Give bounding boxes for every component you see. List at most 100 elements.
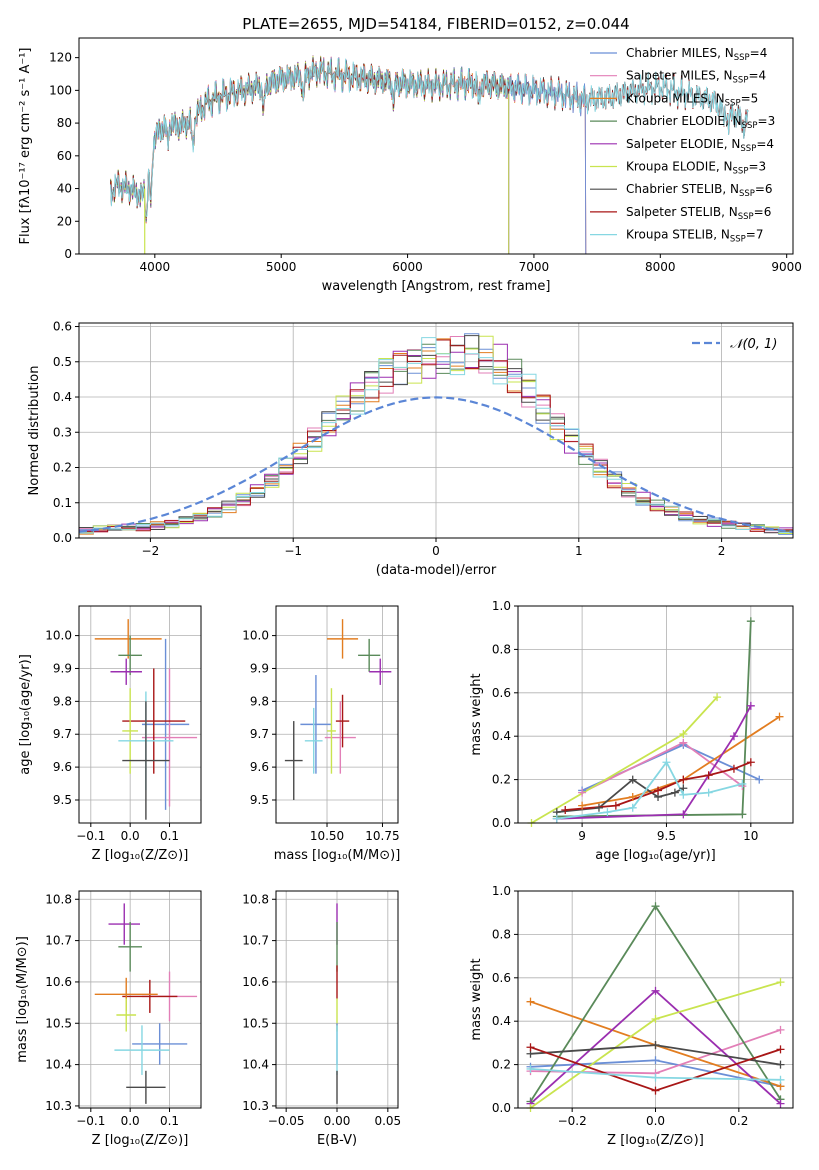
data-marker: [776, 1060, 785, 1069]
y-tick-label: 1.0: [492, 599, 511, 613]
y-axis-label: age [log₁₀(age/yr)]: [18, 654, 33, 775]
data-marker: [776, 1075, 785, 1084]
y-tick-label: 10.8: [242, 892, 269, 906]
data-marker: [552, 814, 561, 823]
data-marker: [729, 764, 738, 773]
y-tick-label: 10.4: [242, 1058, 269, 1072]
data-marker: [561, 805, 570, 814]
data-marker: [679, 810, 688, 819]
y-tick-label: 0.3: [53, 425, 72, 439]
y-tick-label: 0.0: [492, 816, 511, 830]
x-tick-label: 0.05: [374, 1114, 401, 1128]
y-tick-label: 0.1: [53, 496, 72, 510]
y-tick-label: 9.5: [250, 793, 269, 807]
x-tick-label: −0.2: [558, 1114, 587, 1128]
y-axis-label: Flux [fλ10⁻¹⁷ erg cm⁻² s⁻¹ A⁻¹]: [18, 48, 33, 245]
y-axis-label: mass weight: [469, 958, 484, 1040]
x-axis-label: wavelength [Angstrom, rest frame]: [322, 279, 551, 294]
y-tick-label: 10.8: [45, 892, 72, 906]
data-marker: [775, 712, 784, 721]
y-tick-label: 0.2: [492, 773, 511, 787]
legend-label: Salpeter STELIB, NSSP=6: [626, 205, 771, 222]
y-tick-label: 9.6: [250, 760, 269, 774]
y-axis-label: mass [log₁₀(M/M⊙)]: [15, 936, 30, 1063]
data-marker: [704, 788, 713, 797]
y-tick-label: 0.4: [492, 729, 511, 743]
legend-label: Chabrier STELIB, NSSP=6: [626, 182, 773, 199]
y-tick-label: 10.6: [242, 975, 269, 989]
mass-vs-metallicity-panel: −0.1 0.0 0.1 10.3 10.4 10.5 10.6 10.7 10.8 Z [log…: [15, 890, 202, 1148]
data-marker: [651, 1015, 660, 1024]
y-tick-label: 0.6: [492, 686, 511, 700]
data-marker: [713, 693, 722, 702]
x-tick-label: 0.1: [160, 829, 179, 843]
x-tick-label: 0.1: [160, 1114, 179, 1128]
x-axis-label: (data-model)/error: [376, 563, 497, 578]
y-tick-label: 0.5: [53, 355, 72, 369]
spectrum-line-kroupa-stelib: [110, 57, 749, 218]
data-marker: [594, 803, 603, 812]
x-tick-label: 4000: [140, 260, 171, 274]
legend-label: Salpeter ELODIE, NSSP=4: [626, 137, 774, 154]
data-marker: [738, 779, 747, 788]
y-tick-label: 10.4: [45, 1058, 72, 1072]
x-tick-label: −0.05: [268, 1114, 305, 1128]
legend-label: Kroupa ELODIE, NSSP=3: [626, 160, 766, 177]
x-tick-label: −2: [142, 544, 160, 558]
data-marker: [526, 1064, 535, 1073]
y-tick-label: 10.0: [242, 629, 269, 643]
data-marker: [679, 775, 688, 784]
axes-frame: [78, 605, 202, 824]
x-tick-label: −0.1: [76, 829, 105, 843]
massweight-vs-metallicity-panel: −0.2 0.0 0.2 0.0 0.2 0.4 0.6 0.8 1.0 Z [log₁₀(Z/Z…: [469, 884, 794, 1148]
data-marker: [704, 771, 713, 780]
x-tick-label: 7000: [519, 260, 550, 274]
x-axis-label: age [log₁₀(age/yr)]: [595, 848, 716, 863]
y-tick-label: 9.5: [53, 793, 72, 807]
axes-frame: [275, 890, 399, 1109]
y-tick-label: 0.8: [492, 927, 511, 941]
y-tick-label: 10.0: [45, 629, 72, 643]
data-marker: [611, 801, 620, 810]
data-marker: [651, 1041, 660, 1050]
data-marker: [628, 792, 637, 801]
axes-frame: [517, 605, 794, 824]
y-tick-label: 0.4: [492, 1014, 511, 1028]
data-marker: [746, 701, 755, 710]
axes-frame: [78, 37, 794, 255]
y-tick-label: 9.9: [250, 661, 269, 675]
data-marker: [679, 738, 688, 747]
x-tick-label: 0.0: [121, 829, 140, 843]
data-marker: [738, 810, 747, 819]
axes-frame: [78, 890, 202, 1109]
histogram-step-8: [79, 337, 793, 538]
x-tick-label: 2: [718, 544, 726, 558]
data-marker: [628, 775, 637, 784]
x-tick-label: 0.00: [324, 1114, 351, 1128]
x-tick-label: 0: [432, 544, 440, 558]
data-marker: [746, 617, 755, 626]
y-tick-label: 9.8: [250, 694, 269, 708]
mass-vs-ebv-panel: −0.05 0.00 0.05 10.3 10.4 10.5 10.6 10.7 10.8 E(B…: [242, 890, 401, 1148]
x-tick-label: −0.1: [76, 1114, 105, 1128]
data-marker: [651, 1073, 660, 1082]
plot-area: [110, 55, 749, 254]
data-marker: [662, 758, 671, 767]
y-tick-label: 10.5: [45, 1016, 72, 1030]
data-marker: [651, 986, 660, 995]
y-tick-label: 0.6: [492, 971, 511, 985]
y-axis-label: mass weight: [469, 673, 484, 755]
x-tick-label: 10.75: [365, 829, 399, 843]
y-tick-label: 10.3: [242, 1099, 269, 1113]
y-tick-label: 9.7: [53, 727, 72, 741]
data-marker: [776, 978, 785, 987]
data-marker: [746, 758, 755, 767]
x-axis-label: Z [log₁₀(Z/Z⊙)]: [92, 848, 189, 863]
plot-area: [94, 903, 198, 1104]
y-tick-label: 0: [64, 247, 72, 261]
data-marker: [651, 1086, 660, 1095]
x-tick-label: 0.0: [646, 1114, 665, 1128]
x-tick-label: 9000: [771, 260, 802, 274]
x-tick-label: 1: [575, 544, 583, 558]
